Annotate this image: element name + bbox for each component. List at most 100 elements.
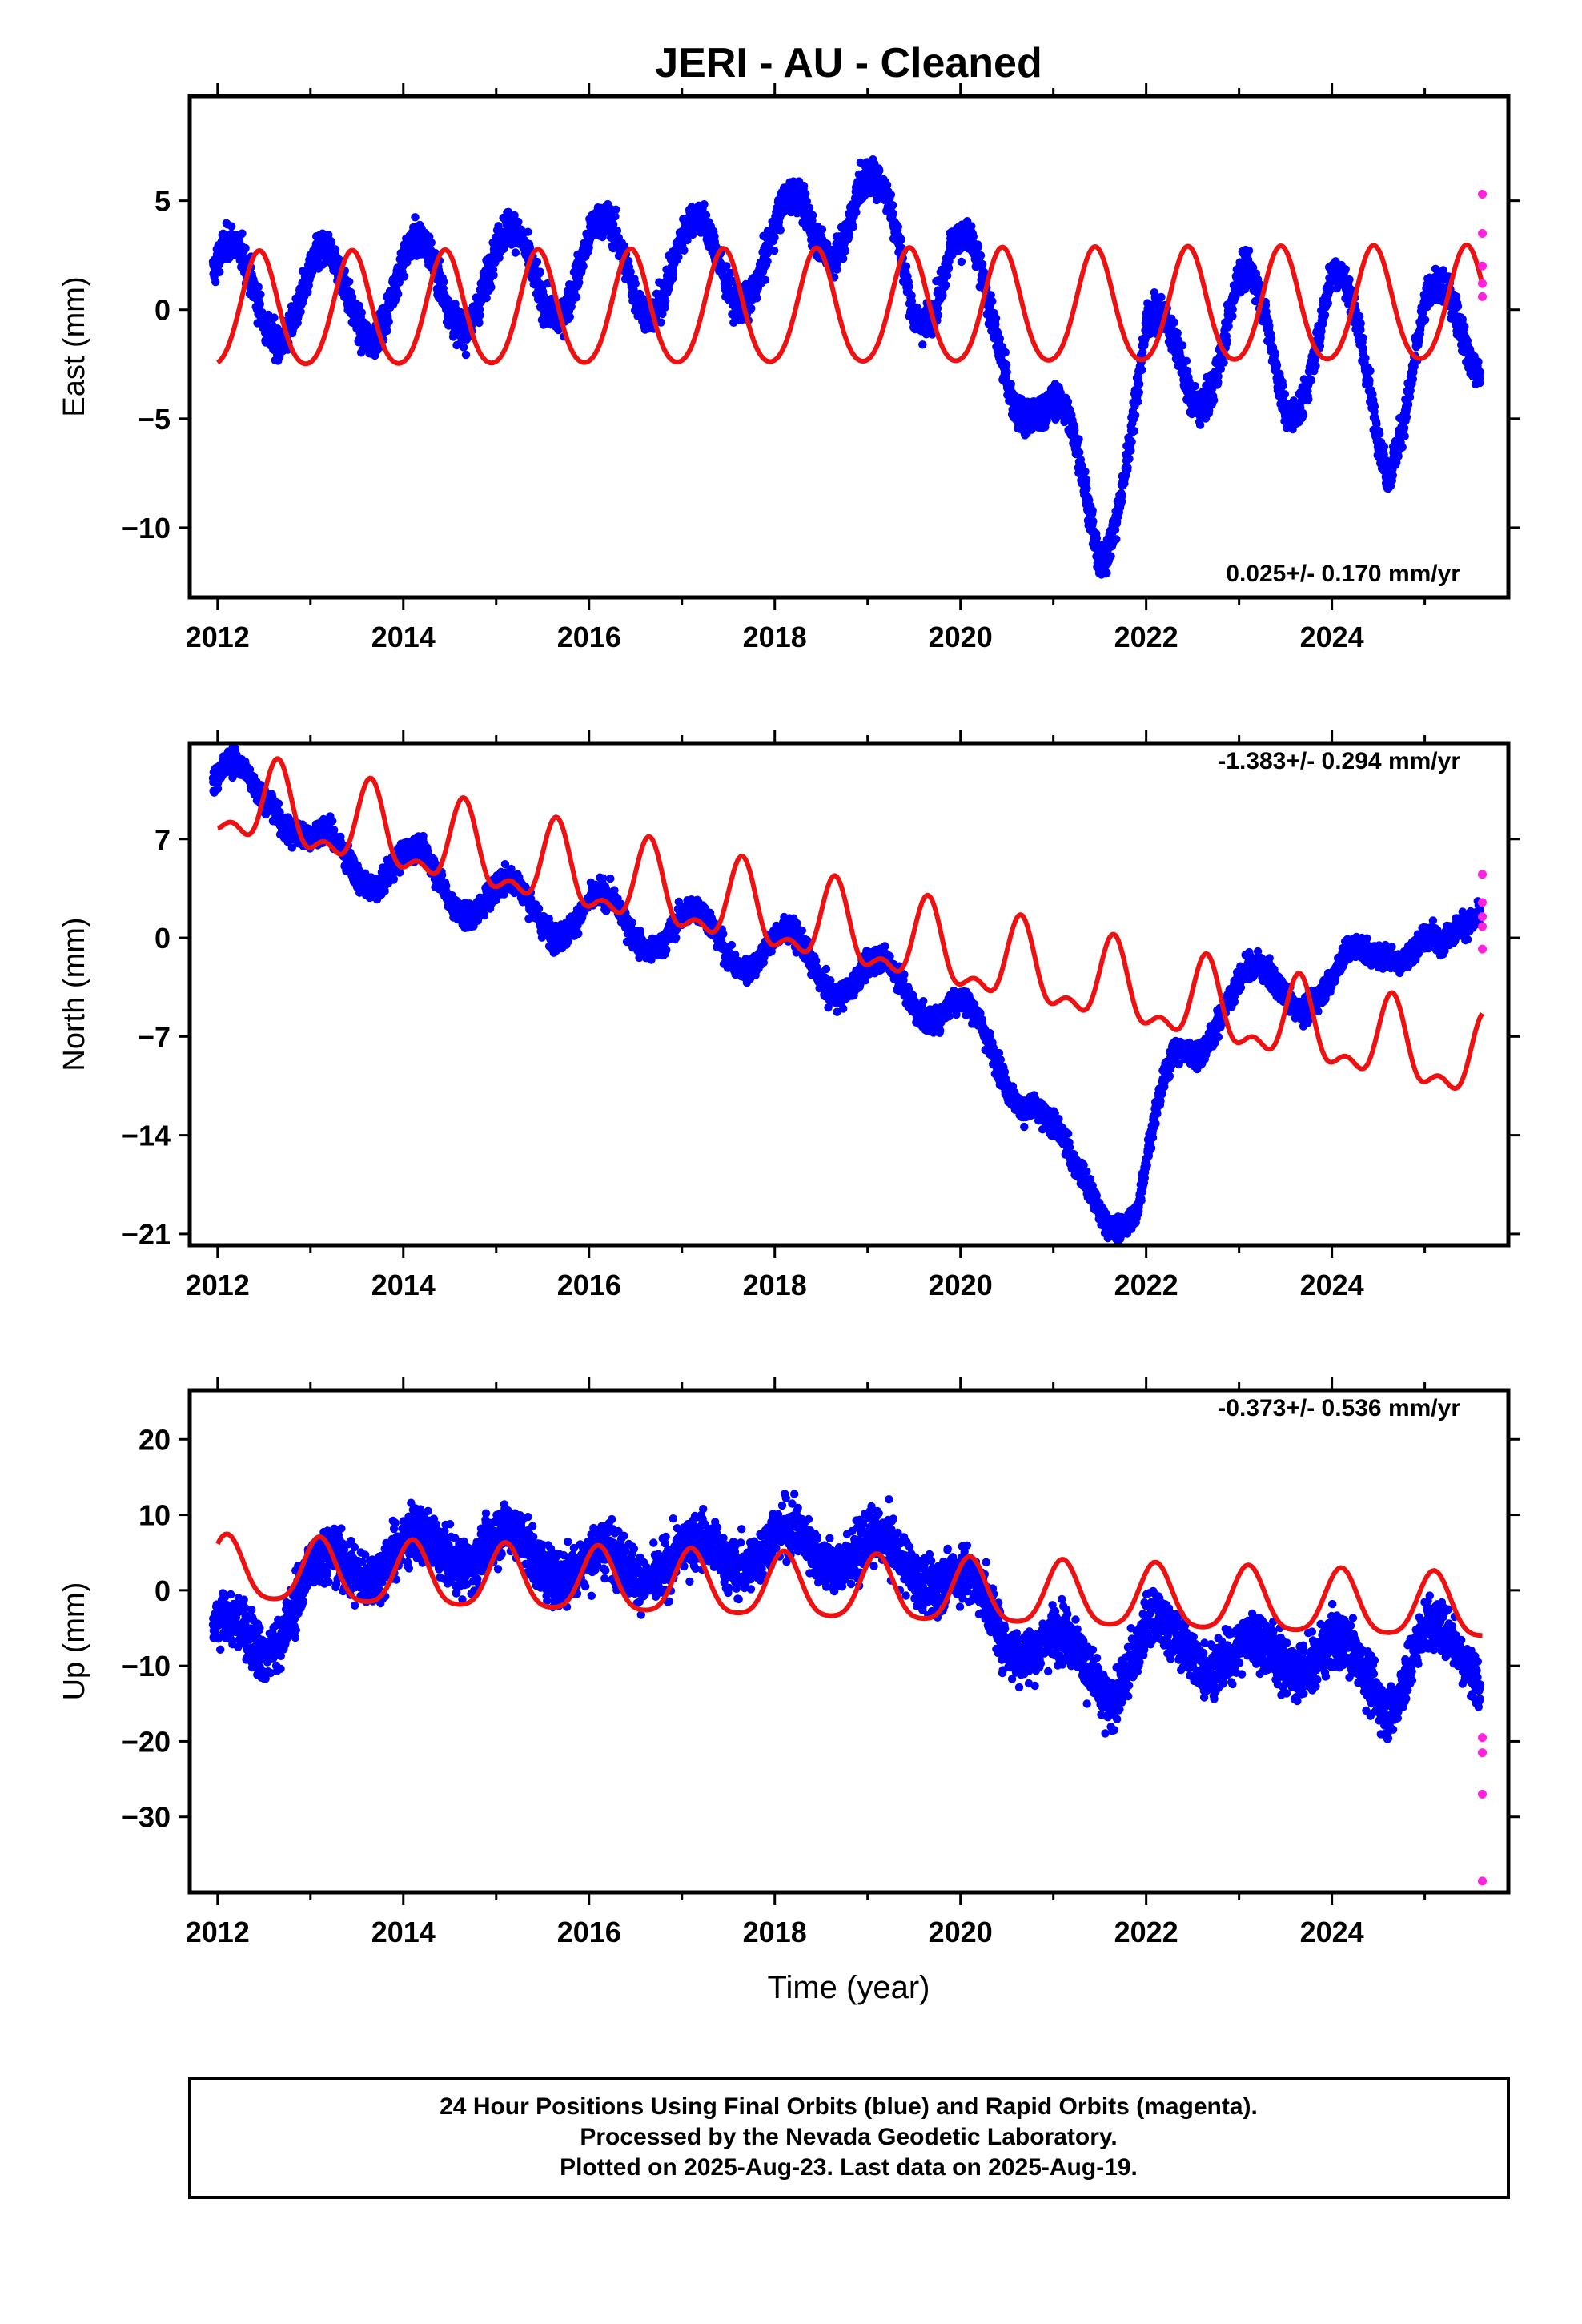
final-orbit-point <box>1311 361 1320 371</box>
final-orbit-point <box>476 311 484 320</box>
final-orbit-point <box>504 207 513 216</box>
final-orbit-point <box>1210 396 1219 404</box>
final-orbit-point <box>988 296 997 306</box>
final-orbit-point <box>1366 366 1375 376</box>
final-orbit-point <box>256 290 265 299</box>
rapid-orbit-point <box>1478 228 1488 238</box>
final-orbit-point <box>525 243 535 252</box>
final-orbit-point <box>1123 463 1132 472</box>
final-orbit-point <box>1476 368 1485 377</box>
final-orbit-point <box>411 213 420 222</box>
final-orbit-point <box>753 294 761 303</box>
final-orbit-point <box>567 302 576 312</box>
final-orbit-point <box>575 278 584 287</box>
final-orbit-point <box>461 350 471 360</box>
final-orbit-point <box>482 293 491 303</box>
final-orbit-point <box>897 235 905 244</box>
final-orbit-point <box>991 314 1001 323</box>
final-orbit-point <box>1453 302 1463 311</box>
final-orbit-point <box>1317 327 1326 336</box>
final-orbit-point <box>331 245 340 254</box>
final-orbit-point <box>1320 311 1330 320</box>
final-orbit-point <box>1092 533 1102 543</box>
final-orbit-point <box>888 201 897 210</box>
final-orbit-point <box>893 223 903 231</box>
final-orbit-point <box>211 277 220 287</box>
final-orbit-point <box>254 283 263 292</box>
final-orbit-point <box>565 312 574 321</box>
east-rapid-points <box>1478 189 1488 301</box>
final-orbit-point <box>536 267 544 276</box>
final-orbit-point <box>400 272 409 281</box>
final-orbit-point <box>1398 443 1407 452</box>
final-orbit-point <box>1082 476 1091 485</box>
final-orbit-point <box>1379 442 1389 452</box>
final-orbit-point <box>674 252 683 262</box>
final-orbit-point <box>345 277 354 286</box>
final-orbit-point <box>1127 437 1136 446</box>
final-orbit-point <box>1138 365 1146 375</box>
final-orbit-point <box>1075 448 1084 457</box>
final-orbit-point <box>427 238 436 247</box>
final-orbit-point <box>1173 328 1182 337</box>
final-orbit-point <box>1006 380 1016 388</box>
rapid-orbit-point <box>1478 189 1488 199</box>
final-orbit-point <box>238 229 247 238</box>
final-orbit-point <box>1082 484 1091 493</box>
final-orbit-point <box>227 222 236 231</box>
final-orbit-point <box>459 343 468 352</box>
final-orbit-point <box>1112 535 1121 544</box>
final-orbit-point <box>799 181 809 191</box>
final-orbit-point <box>770 246 779 255</box>
final-orbit-point <box>875 166 884 175</box>
final-orbit-point <box>1365 376 1374 385</box>
final-orbit-point <box>1271 350 1280 359</box>
final-orbit-point <box>241 243 250 253</box>
rapid-orbit-point <box>1478 261 1488 271</box>
final-orbit-point <box>572 293 581 302</box>
final-orbit-point <box>1002 360 1011 369</box>
final-orbit-point <box>680 246 689 255</box>
east-panel: 2012 2014 2016 2018 2020 2022 202450−5−10East … <box>58 83 1520 653</box>
final-orbit-point <box>1388 471 1398 480</box>
final-orbit-point <box>1460 322 1469 331</box>
final-orbit-point <box>1359 333 1367 343</box>
final-orbit-point <box>532 257 542 267</box>
final-orbit-point <box>510 211 519 220</box>
final-orbit-point <box>1279 381 1287 390</box>
final-orbit-point <box>1178 341 1187 350</box>
final-orbit-point <box>357 308 366 317</box>
final-orbit-point <box>886 190 896 199</box>
final-orbit-point <box>763 257 772 266</box>
final-orbit-point <box>918 340 927 349</box>
final-orbit-point <box>1476 378 1484 388</box>
final-orbit-point <box>1102 569 1111 577</box>
final-orbit-point <box>1135 380 1144 388</box>
final-orbit-point <box>1001 348 1010 357</box>
final-orbit-point <box>770 233 779 242</box>
east-plot-area <box>208 155 1488 579</box>
final-orbit-point <box>1299 410 1308 420</box>
final-orbit-point <box>1244 246 1254 255</box>
final-orbit-point <box>215 267 224 276</box>
final-orbit-point <box>1088 506 1097 515</box>
final-orbit-point <box>701 211 711 219</box>
final-orbit-point <box>1341 265 1350 274</box>
final-orbit-point <box>942 280 950 290</box>
final-orbit-point <box>631 279 640 288</box>
final-orbit-point <box>1267 334 1276 343</box>
final-orbit-point <box>475 304 484 314</box>
final-orbit-point <box>489 271 498 279</box>
final-orbit-point <box>905 282 913 291</box>
final-orbit-point <box>841 247 850 255</box>
final-orbit-point <box>1157 292 1166 302</box>
final-orbit-point <box>833 265 841 274</box>
final-orbit-point <box>683 235 692 245</box>
final-orbit-point <box>839 254 848 263</box>
rapid-orbit-point <box>1478 279 1488 288</box>
final-orbit-point <box>722 262 731 271</box>
final-orbit-point <box>440 277 448 287</box>
final-orbit-point <box>1118 492 1126 501</box>
final-orbit-point <box>1002 368 1011 376</box>
final-orbit-point <box>1130 411 1140 420</box>
